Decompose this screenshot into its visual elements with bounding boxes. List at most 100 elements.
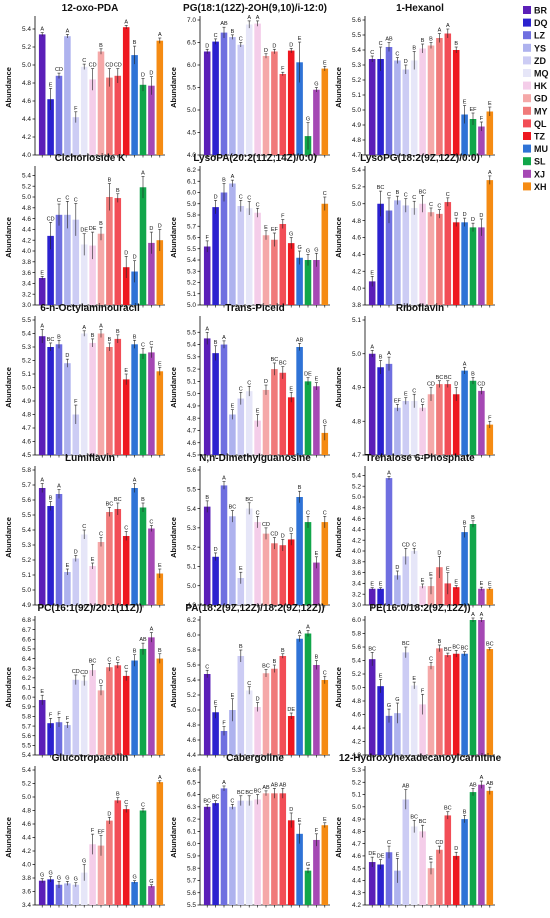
significance-letter: C — [205, 664, 209, 670]
significance-letter: D — [264, 48, 268, 54]
legend-label: MY — [534, 106, 548, 116]
bar — [394, 870, 401, 905]
bar — [313, 839, 320, 905]
y-tick-label: 4.8 — [22, 205, 31, 212]
y-tick-label: 4.4 — [187, 752, 196, 759]
bar — [55, 494, 63, 605]
bar — [452, 394, 460, 455]
significance-letter: A — [480, 612, 484, 618]
chart-panel: 6-n-Octylaminouracil Abundance 4.5 4.6 4.7 4.… — [4, 303, 165, 459]
bar — [114, 338, 122, 455]
significance-letter: E — [454, 580, 458, 586]
significance-letter: B — [298, 485, 302, 491]
bar — [271, 369, 278, 455]
y-tick-label: 5.1 — [22, 572, 31, 579]
y-tick-label: 3.0 — [352, 602, 361, 609]
bar — [80, 680, 88, 755]
y-tick-label: 5.2 — [22, 557, 31, 564]
significance-letter: AB — [139, 637, 147, 643]
legend-label: MQ — [534, 69, 549, 79]
significance-letter: C — [149, 341, 153, 347]
legend-swatch — [523, 119, 531, 128]
significance-letter: E — [488, 582, 492, 588]
bar — [245, 508, 253, 605]
bar — [80, 872, 88, 905]
significance-letter: C — [437, 204, 441, 210]
legend-label: GD — [534, 94, 548, 104]
y-tick-label: 4.9 — [187, 602, 196, 609]
significance-letter: G — [297, 245, 301, 251]
significance-letter: A — [438, 28, 442, 34]
bar — [271, 239, 278, 305]
significance-letter: G — [314, 247, 318, 253]
bar — [313, 562, 320, 605]
bar — [106, 347, 113, 455]
significance-letter: A — [387, 470, 391, 476]
significance-letter: C — [412, 388, 416, 394]
y-tick-label: 4.2 — [22, 134, 31, 141]
bar — [262, 235, 270, 305]
bar — [245, 800, 253, 905]
chart-panel: PG(18:1(12Z)-2OH(9,10)/i-12:0) Abundance 4… — [169, 3, 330, 159]
significance-letter: F — [66, 716, 70, 722]
y-tick-label: 5.0 — [352, 804, 361, 811]
chart-title: N,n-Dimethylguanosine — [199, 453, 311, 464]
y-tick-label: 6.4 — [187, 792, 196, 799]
significance-letter: D — [214, 547, 218, 553]
significance-letter: A — [99, 323, 103, 329]
legend-label: ZD — [534, 56, 546, 66]
significance-letter: E — [264, 225, 268, 231]
significance-letter: D — [272, 43, 276, 49]
bar — [229, 710, 236, 755]
y-tick-label: 5.4 — [22, 767, 31, 774]
y-tick-label: 5.7 — [22, 482, 31, 489]
y-tick-label: 6.3 — [187, 804, 196, 811]
significance-letter: C — [116, 656, 120, 662]
significance-letter: AB — [402, 784, 410, 790]
bar — [419, 831, 426, 905]
significance-letter: G — [65, 875, 69, 881]
bar — [220, 731, 228, 755]
bar — [321, 432, 329, 455]
significance-letter: EF — [469, 107, 477, 113]
bar — [97, 51, 105, 155]
significance-letter: B — [222, 178, 226, 184]
significance-letter: D — [256, 697, 260, 703]
bar — [287, 716, 295, 755]
significance-letter: CD — [47, 216, 55, 222]
significance-letter: BC — [237, 790, 245, 796]
significance-letter: D — [65, 353, 69, 359]
bar — [313, 260, 320, 305]
y-axis-label: Abundance — [169, 817, 178, 858]
legend-label: DQ — [534, 18, 548, 28]
significance-letter: CD — [402, 542, 410, 548]
bar — [287, 820, 295, 905]
bar — [254, 522, 261, 605]
chart-panel: PA(18:2(9Z,12Z)/18:2(9Z,12Z)) Abundance 4.… — [169, 603, 330, 759]
significance-letter: A — [298, 630, 302, 636]
significance-letter: D — [124, 250, 128, 256]
significance-letter: B — [49, 496, 53, 502]
significance-letter: CD — [72, 669, 80, 675]
y-axis-label: Abundance — [334, 217, 343, 258]
y-axis-label: Abundance — [334, 817, 343, 858]
bar — [419, 704, 426, 755]
significance-letter: C — [214, 33, 218, 39]
y-tick-label: 6.2 — [187, 816, 196, 823]
legend-swatch — [523, 18, 531, 27]
bar — [394, 407, 401, 455]
significance-letter: C — [124, 800, 128, 806]
significance-letter: G — [395, 697, 399, 703]
bar — [229, 37, 236, 155]
bar — [402, 401, 410, 455]
y-tick-label: 5.1 — [22, 371, 31, 378]
y-tick-label: 5.5 — [187, 329, 196, 336]
y-axis-label: Abundance — [334, 667, 343, 708]
bar — [139, 507, 147, 605]
significance-letter: C — [124, 526, 128, 532]
bar — [72, 679, 80, 755]
bar — [385, 478, 393, 605]
bar — [385, 47, 393, 155]
bar — [114, 509, 122, 605]
bar — [262, 56, 270, 155]
